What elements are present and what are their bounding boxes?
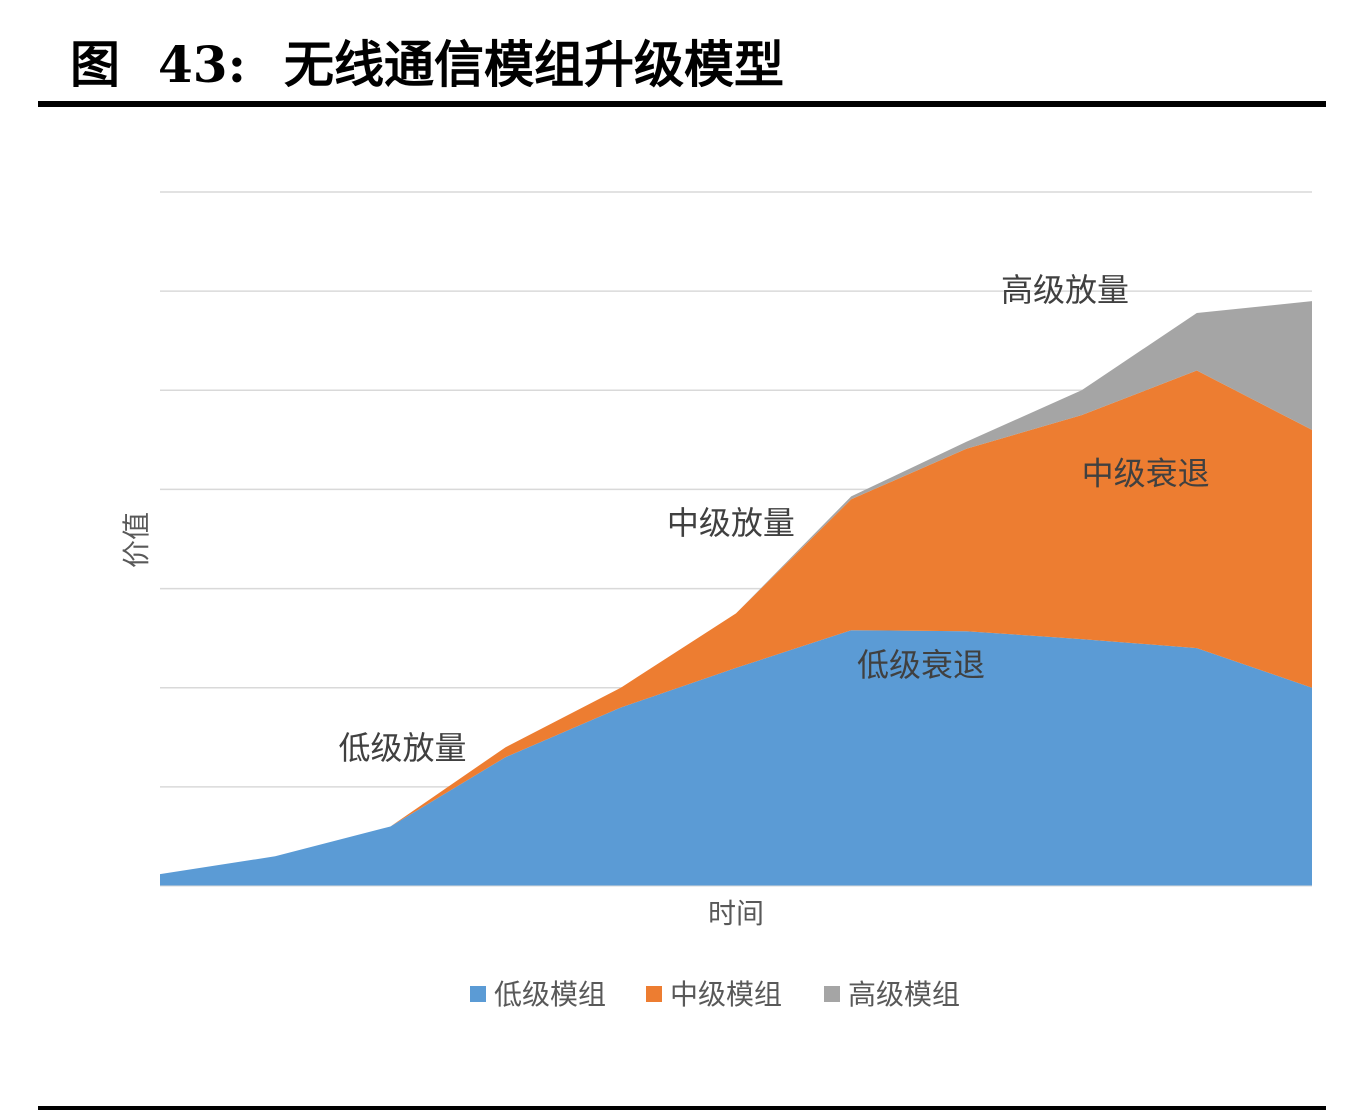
area-series-1 xyxy=(160,630,1312,886)
top-rule xyxy=(38,101,1326,107)
legend-label-1: 低级模组 xyxy=(494,978,606,1011)
figure-title-text: 无线通信模组升级模型 xyxy=(284,35,785,94)
annotation-label-4: 高级放量 xyxy=(1001,271,1129,309)
annotation-label-3: 低级衰退 xyxy=(857,646,985,684)
figure-title: 图 43: 无线通信模组升级模型 xyxy=(70,30,784,100)
area-series-3 xyxy=(160,301,1312,875)
legend-swatch-3 xyxy=(824,986,840,1002)
legend-swatch-2 xyxy=(646,986,662,1002)
bottom-rule xyxy=(38,1106,1326,1110)
annotation-label-1: 低级放量 xyxy=(339,729,467,767)
figure-label: 图 xyxy=(70,35,120,94)
legend-label-2: 中级模组 xyxy=(670,978,782,1011)
area-series-2 xyxy=(160,370,1312,875)
y-axis-label: 价值 xyxy=(120,512,153,568)
legend-label-3: 高级模组 xyxy=(848,978,960,1011)
annotation-label-5: 中级衰退 xyxy=(1082,454,1210,492)
figure-number: 43: xyxy=(158,35,247,94)
legend-swatch-1 xyxy=(470,986,486,1002)
x-axis-label: 时间 xyxy=(708,897,764,930)
annotation-label-2: 中级放量 xyxy=(667,504,795,542)
